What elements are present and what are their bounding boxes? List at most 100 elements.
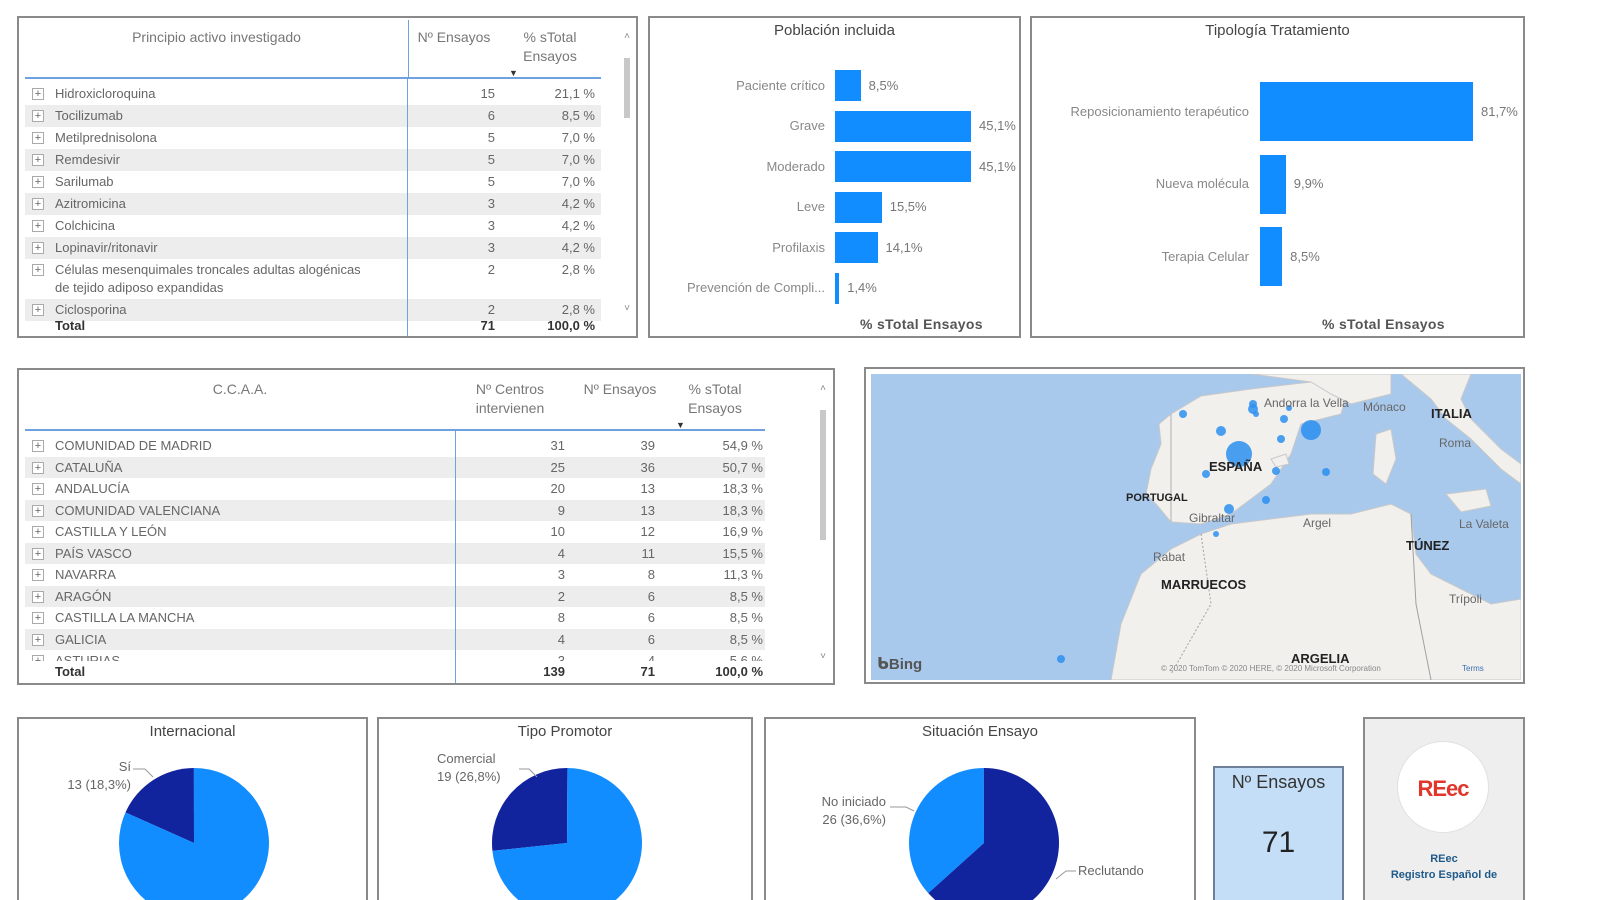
cell-n-ensayos: 4: [647, 653, 655, 661]
expand-icon[interactable]: +: [32, 154, 44, 166]
expand-icon[interactable]: +: [32, 176, 44, 188]
table-header: C.C.A.A. Nº Centros intervienen Nº Ensay…: [25, 372, 765, 431]
pie-slice[interactable]: [119, 768, 269, 900]
expand-icon[interactable]: +: [32, 504, 44, 517]
table-row[interactable]: + NAVARRA 3 8 11,3 %: [25, 564, 765, 586]
expand-icon[interactable]: +: [32, 590, 44, 603]
table-row[interactable]: + Tocilizumab 6 8,5 %: [25, 105, 601, 127]
expand-icon[interactable]: +: [32, 547, 44, 560]
bar[interactable]: [1260, 154, 1286, 214]
cell-ccaa: ASTURIAS: [55, 653, 121, 661]
bar[interactable]: [835, 272, 840, 304]
col-header-n-ensayos[interactable]: Nº Ensayos: [417, 29, 491, 45]
cell-principio: Azitromicina: [55, 196, 126, 211]
expand-icon[interactable]: +: [32, 110, 44, 122]
table-row[interactable]: + Ciclosporina 2 2,8 %: [25, 299, 601, 321]
cell-pct: 2,8 %: [561, 302, 595, 317]
table-row[interactable]: + Células mesenquimales troncales adulta…: [25, 259, 601, 299]
expand-icon[interactable]: +: [32, 461, 44, 474]
bar[interactable]: [835, 110, 971, 142]
pie-slice[interactable]: [492, 768, 642, 900]
bar-value-label: 15,5%: [889, 199, 927, 214]
col-header-pct[interactable]: % sTotal Ensayos: [523, 29, 577, 64]
table-row[interactable]: + GALICIA 4 6 8,5 %: [25, 628, 765, 650]
expand-icon[interactable]: +: [32, 304, 44, 316]
table-row[interactable]: + CASTILLA LA MANCHA 8 6 8,5 %: [25, 607, 765, 629]
bar[interactable]: [835, 232, 878, 263]
chart-title: Tipo Promotor: [517, 723, 613, 740]
col-header-ccaa[interactable]: C.C.A.A.: [212, 381, 268, 397]
scroll-down-icon[interactable]: ˅: [820, 651, 826, 662]
promotor-pie-panel: Tipo Promotor Comercial 19 (26,8%): [377, 717, 753, 900]
map-panel[interactable]: ITALIA Roma Andorra la Vella Mónaco ESPA…: [864, 367, 1525, 684]
expand-icon[interactable]: +: [32, 242, 44, 254]
table-row[interactable]: + CATALUÑA 25 36 50,7 %: [25, 456, 765, 478]
total-n: 71: [480, 318, 495, 333]
table-row[interactable]: + Hidroxicloroquina 15 21,1 %: [25, 83, 601, 105]
map-terms-link[interactable]: Terms: [1462, 664, 1484, 673]
bar-value-label: 14,1%: [885, 239, 923, 255]
col-header-centros[interactable]: Nº Centros intervienen: [475, 381, 545, 416]
table-row[interactable]: + ANDALUCÍA 20 13 18,3 %: [25, 478, 765, 500]
cell-principio: Metilprednisolona: [55, 130, 157, 145]
col-header-pct[interactable]: % sTotal Ensayos: [688, 381, 742, 416]
table-row[interactable]: + Sarilumab 5 7,0 %: [25, 171, 601, 193]
table-row[interactable]: + Colchicina 3 4,2 %: [25, 215, 601, 237]
expand-icon[interactable]: +: [32, 88, 44, 100]
cell-pct: 7,0 %: [561, 130, 595, 145]
bar[interactable]: [835, 191, 882, 223]
table-row[interactable]: + ASTURIAS 3 4 5,6 %: [25, 650, 765, 661]
table-scrollbar[interactable]: ˄ ˅: [623, 32, 631, 328]
bar[interactable]: [1260, 82, 1473, 141]
expand-icon[interactable]: +: [32, 264, 44, 276]
table-row[interactable]: + COMUNIDAD VALENCIANA 9 13 18,3 %: [25, 499, 765, 521]
expand-icon[interactable]: +: [32, 526, 44, 538]
table-row[interactable]: + ARAGÓN 2 6 8,5 %: [25, 585, 765, 607]
bar[interactable]: [1260, 227, 1283, 286]
table-row[interactable]: + Lopinavir/ritonavir 3 4,2 %: [25, 237, 601, 259]
bar[interactable]: [835, 151, 971, 182]
expand-icon[interactable]: +: [32, 440, 44, 452]
table-row[interactable]: + COMUNIDAD DE MADRID 31 39 54,9 %: [25, 435, 765, 457]
expand-icon[interactable]: +: [32, 220, 44, 232]
cell-ccaa: NAVARRA: [55, 567, 116, 582]
scrollbar-thumb[interactable]: [820, 410, 826, 540]
expand-icon[interactable]: +: [32, 612, 44, 624]
cell-n-ensayos: 3: [487, 218, 495, 233]
scroll-up-icon[interactable]: ˄: [624, 31, 630, 42]
table-row[interactable]: + Metilprednisolona 5 7,0 %: [25, 127, 601, 149]
table-row[interactable]: + CASTILLA Y LEÓN 10 12 16,9 %: [25, 521, 765, 543]
pie-category-reclutando: Reclutando: [1078, 863, 1144, 878]
bar-category-label: Terapia Celular: [1161, 248, 1249, 264]
expand-icon[interactable]: +: [32, 569, 44, 581]
expand-icon[interactable]: +: [32, 198, 44, 210]
cell-centros: 4: [557, 545, 565, 561]
scroll-down-icon[interactable]: ˅: [624, 303, 630, 314]
scrollbar-thumb[interactable]: [624, 58, 630, 118]
promotor-pie-chart[interactable]: [379, 719, 753, 900]
expand-icon[interactable]: +: [32, 633, 44, 646]
pie-slice[interactable]: [125, 768, 194, 843]
col-header-principio[interactable]: Principio activo investigado: [132, 29, 301, 45]
pie-slice[interactable]: [928, 768, 1059, 900]
expand-icon[interactable]: +: [32, 655, 44, 661]
bar[interactable]: [835, 70, 861, 101]
pie-slice[interactable]: [492, 768, 568, 851]
expand-icon[interactable]: +: [32, 132, 44, 144]
pie-slice[interactable]: [909, 768, 984, 894]
reec-logo-panel[interactable]: REec REec Registro Español de: [1363, 717, 1525, 900]
map-canvas[interactable]: ITALIA Roma Andorra la Vella Mónaco ESPA…: [871, 374, 1521, 680]
table-scrollbar[interactable]: ˄ ˅: [819, 384, 827, 664]
table-row[interactable]: + Azitromicina 3 4,2 %: [25, 193, 601, 215]
internacional-pie-chart[interactable]: [19, 719, 368, 900]
table-row[interactable]: + Remdesivir 5 7,0 %: [25, 149, 601, 171]
expand-icon[interactable]: +: [32, 483, 44, 495]
situacion-pie-chart[interactable]: [766, 719, 1196, 900]
col-header-n-ensayos[interactable]: Nº Ensayos: [583, 381, 657, 397]
internacional-pie-panel: Internacional Sí 13 (18,3%): [17, 717, 368, 900]
cell-n-ensayos: 12: [640, 524, 655, 539]
map-label-italia: ITALIA: [1431, 406, 1472, 421]
table-row[interactable]: + PAÍS VASCO 4 11 15,5 %: [25, 542, 765, 564]
scroll-up-icon[interactable]: ˄: [820, 383, 826, 394]
map-label-tunez: TÚNEZ: [1406, 538, 1450, 553]
